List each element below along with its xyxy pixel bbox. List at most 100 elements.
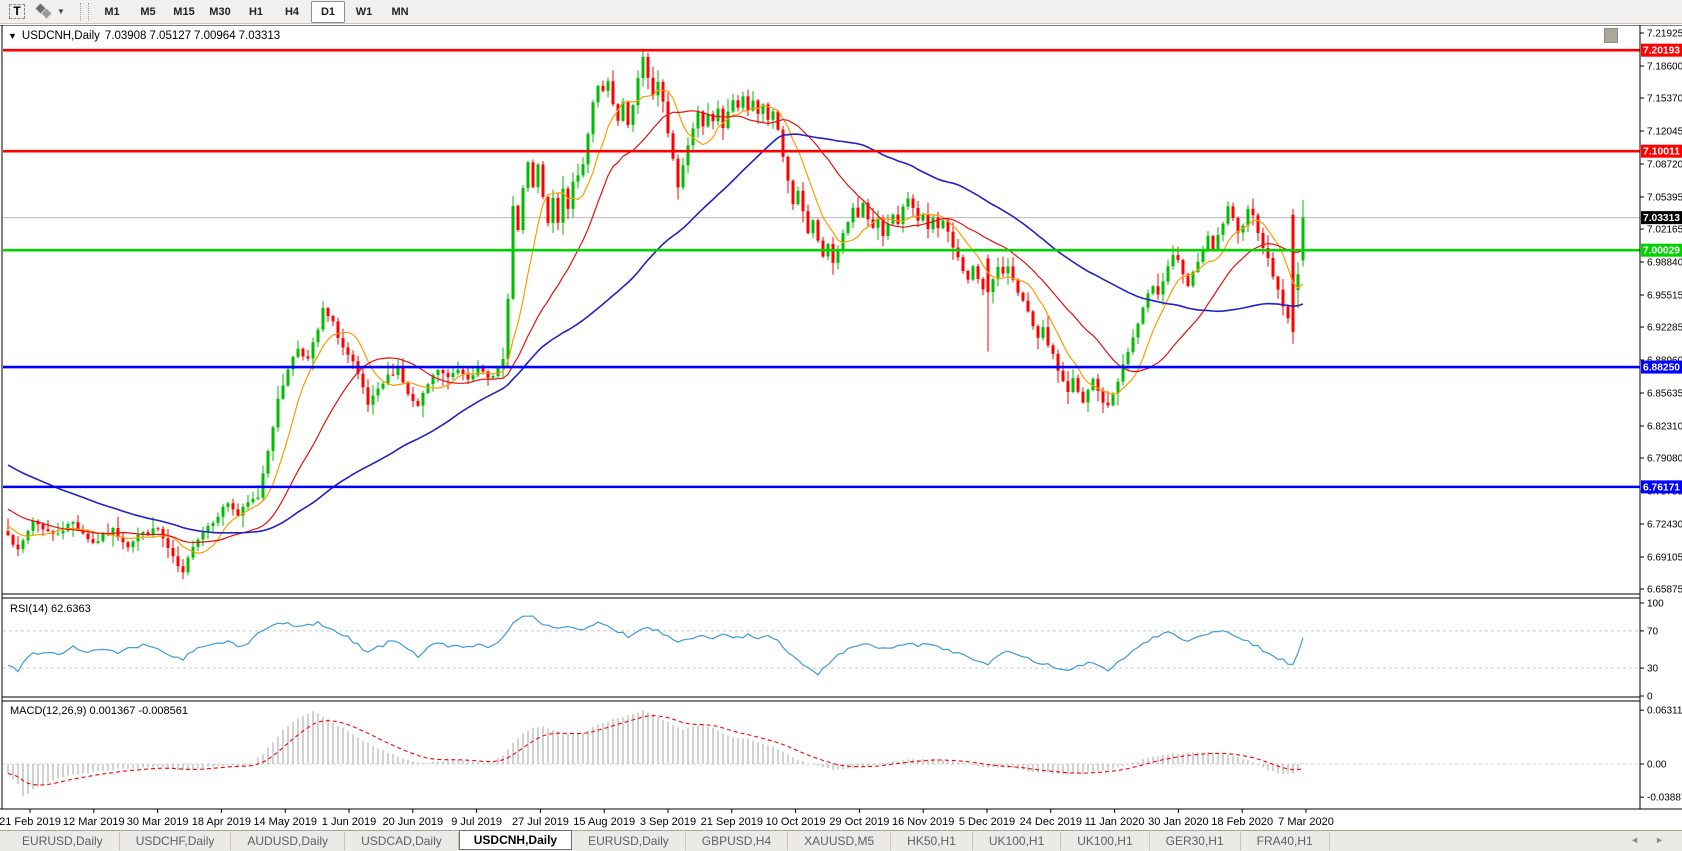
- candle-body: [1281, 289, 1285, 307]
- price-level-label-text: 6.76171: [1643, 482, 1680, 493]
- candle-body: [326, 308, 330, 317]
- candle-body: [1051, 345, 1055, 354]
- candle-body: [491, 375, 495, 378]
- candle-body: [56, 533, 60, 535]
- chart-tab-ger30-h1[interactable]: GER30,H1: [1150, 832, 1241, 850]
- candle-body: [286, 369, 290, 386]
- candle-body: [576, 175, 580, 182]
- chart-tab-usdcnh-daily[interactable]: USDCNH,Daily: [458, 830, 573, 850]
- candle-body: [1151, 286, 1155, 294]
- date-label: 9 Jul 2019: [451, 816, 502, 828]
- candle-body: [236, 509, 240, 516]
- timeframe-button-m15[interactable]: M15: [173, 5, 195, 18]
- candle-body: [1021, 292, 1025, 301]
- price-tick-label: 6.95515: [1647, 290, 1682, 301]
- candle-body: [621, 101, 625, 121]
- tab-scroll-right-icon[interactable]: ►: [1655, 835, 1664, 845]
- candle-body: [1116, 381, 1120, 394]
- chart-tab-usdcad-daily[interactable]: USDCAD,Daily: [345, 832, 459, 850]
- date-label: 21 Feb 2019: [0, 816, 61, 828]
- candle-body: [681, 165, 685, 188]
- text-label-tool-button[interactable]: T: [4, 1, 30, 23]
- candle-body: [151, 528, 155, 535]
- text-tool-icon: T: [9, 4, 25, 19]
- chart-tab-eurusd-daily[interactable]: EURUSD,Daily: [572, 832, 686, 850]
- ohlc-low: 7.00964: [194, 30, 236, 42]
- symbol-menu-icon[interactable]: ▼: [8, 31, 17, 41]
- candle-body: [486, 371, 490, 378]
- candle-body: [876, 218, 880, 228]
- toolbar-separator: [80, 2, 89, 21]
- date-label: 14 May 2019: [253, 816, 317, 828]
- timeframe-button-h4[interactable]: H4: [284, 5, 300, 18]
- candle-body: [596, 85, 600, 103]
- candle-body: [276, 398, 280, 428]
- candle-body: [1271, 257, 1275, 277]
- candle-body: [331, 316, 335, 322]
- candle-body: [161, 528, 165, 539]
- candle-body: [1086, 390, 1090, 403]
- timeframe-button-m1[interactable]: M1: [104, 5, 120, 18]
- candle-body: [601, 85, 605, 91]
- candle-body: [706, 113, 710, 127]
- candle-body: [296, 348, 300, 357]
- price-axis[interactable]: 7.21925 7.18600 7.15370 7.12045 7.08720 7.053…: [1640, 29, 1682, 804]
- ohlc-open: 7.03908: [104, 30, 147, 42]
- price-tick-label: 7.15370: [1647, 94, 1682, 105]
- candle-body: [466, 374, 470, 380]
- candle-body: [371, 395, 375, 405]
- candle-body: [516, 205, 520, 230]
- drawing-tools-button[interactable]: ▼: [30, 1, 72, 23]
- price-tick-label: 7.21925: [1647, 29, 1682, 40]
- candle-body: [411, 393, 415, 401]
- chart-tab-uk100-h1[interactable]: UK100,H1: [973, 832, 1062, 850]
- chart-window[interactable]: ▼ USDCNH,Daily 7.03908 7.05127 7.00964 7…: [0, 25, 1682, 830]
- date-label: 30 Jan 2020: [1148, 816, 1209, 828]
- candle-body: [1256, 215, 1260, 234]
- chart-tab-xauusd-m5[interactable]: XAUUSD,M5: [788, 832, 892, 850]
- chart-tab-gbpusd-h4[interactable]: GBPUSD,H4: [686, 832, 789, 850]
- date-label: 18 Apr 2019: [192, 816, 251, 828]
- candle-body: [591, 102, 595, 135]
- chart-tab-uk100-h1[interactable]: UK100,H1: [1061, 832, 1150, 850]
- time-axis[interactable]: 21 Feb 2019 12 Mar 2019 30 Mar 2019 18 Apr …: [0, 809, 1334, 828]
- timeframe-button-h1[interactable]: H1: [248, 5, 264, 18]
- candle-body: [336, 321, 340, 339]
- date-label: 11 Jan 2020: [1085, 816, 1145, 828]
- candle-body: [1111, 393, 1115, 406]
- chart-symbol-label: USDCNH,Daily: [21, 30, 100, 42]
- chart-tab-eurusd-daily[interactable]: EURUSD,Daily: [6, 832, 120, 850]
- timeframe-button-mn[interactable]: MN: [391, 5, 409, 18]
- price-tick-label: 6.82310: [1647, 421, 1682, 432]
- candle-body: [1036, 326, 1040, 338]
- chart-tab-hk50-h1[interactable]: HK50,H1: [891, 832, 973, 850]
- chart-scrollbar-thumb[interactable]: [1604, 28, 1618, 43]
- tab-scroll-left-icon[interactable]: ◄: [1630, 835, 1640, 845]
- chart-tab-audusd-daily[interactable]: AUDUSD,Daily: [231, 832, 346, 850]
- candle-body: [141, 532, 145, 535]
- candle-body: [1011, 266, 1015, 280]
- chart-tab-fra40-h1[interactable]: FRA40,H1: [1241, 832, 1330, 850]
- timeframe-button-m5[interactable]: M5: [140, 5, 156, 18]
- chart-tab-usdchf-daily[interactable]: USDCHF,Daily: [120, 832, 232, 850]
- candle-body: [1286, 306, 1290, 319]
- candle-body: [951, 231, 955, 248]
- timeframe-button-m30[interactable]: M30: [209, 5, 231, 18]
- ma-fast-line: [7, 89, 1304, 554]
- dropdown-caret-icon[interactable]: ▼: [57, 7, 65, 16]
- price-level-label: [1641, 43, 1682, 57]
- candle-body: [61, 530, 65, 534]
- timeframe-button-w1[interactable]: W1: [355, 5, 373, 18]
- candle-body: [801, 190, 805, 212]
- candle-body: [1166, 266, 1170, 282]
- candle-body: [1001, 266, 1005, 274]
- candle-body: [306, 356, 310, 359]
- candle-body: [291, 356, 295, 370]
- candle-body: [926, 214, 930, 230]
- candle-body: [301, 348, 305, 357]
- date-label: 29 Oct 2019: [829, 816, 889, 828]
- candle-body: [866, 202, 870, 220]
- timeframe-button-d1[interactable]: D1: [311, 0, 345, 23]
- candle-body: [451, 373, 455, 378]
- chart-canvas[interactable]: 7.21925 7.18600 7.15370 7.12045 7.08720 7.053…: [0, 25, 1682, 830]
